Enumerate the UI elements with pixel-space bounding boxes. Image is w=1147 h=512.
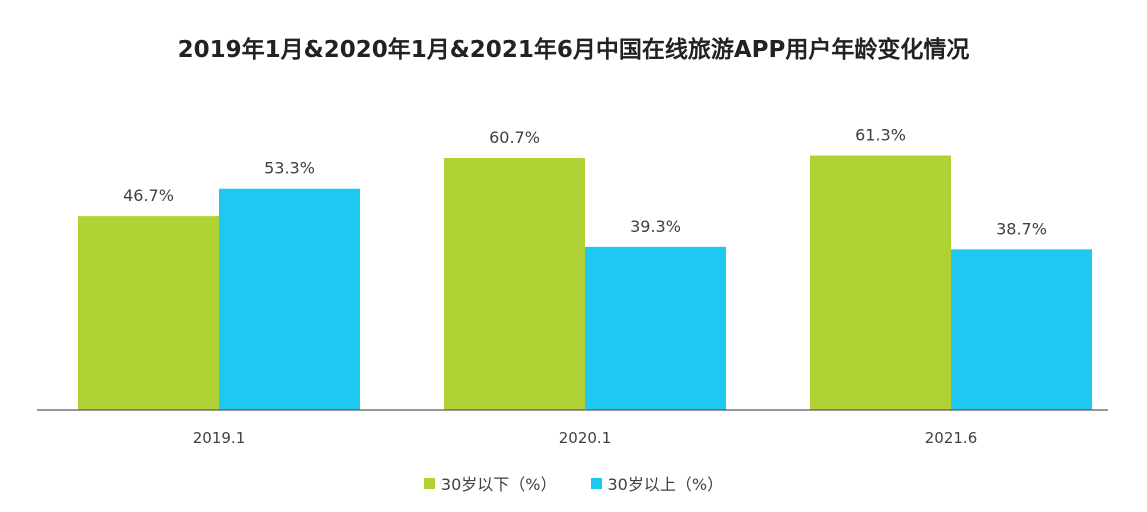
- legend: 30岁以下（%） 30岁以上（%）: [0, 471, 1147, 495]
- x-tick-labels: 2019.1 2020.1 2021.6: [193, 429, 978, 447]
- bar-2020.1-series-1: [585, 246, 726, 410]
- chart-title: 2019年1月&2020年1月&2021年6月中国在线旅游APP用户年龄变化情况: [177, 37, 970, 63]
- data-label-2019.1-series-1: 53.3%: [264, 159, 315, 178]
- legend-item-under-30: 30岁以下（%）: [423, 471, 557, 495]
- bar-2021.6-series-1: [951, 249, 1092, 410]
- data-label-2021.6-series-0: 61.3%: [855, 126, 906, 145]
- bar-2019.1-series-0: [78, 216, 219, 410]
- data-label-2019.1-series-0: 46.7%: [123, 186, 174, 205]
- data-label-2020.1-series-1: 39.3%: [630, 217, 681, 236]
- bar-2020.1-series-0: [444, 158, 585, 410]
- x-tick-label-2020.1: 2020.1: [559, 429, 612, 447]
- data-label-2020.1-series-0: 60.7%: [489, 128, 540, 147]
- legend-swatch-over-30: [590, 477, 602, 489]
- legend-label-under-30: 30岁以下（%）: [440, 475, 557, 494]
- bars-layer: [78, 155, 1092, 410]
- data-label-2021.6-series-1: 38.7%: [996, 219, 1047, 238]
- x-tick-label-2021.6: 2021.6: [925, 429, 978, 447]
- bar-2019.1-series-1: [219, 188, 360, 410]
- bar-2021.6-series-0: [810, 155, 951, 410]
- legend-item-over-30: 30岁以上（%）: [590, 471, 724, 495]
- legend-swatch-under-30: [423, 477, 435, 489]
- legend-label-over-30: 30岁以上（%）: [607, 475, 724, 494]
- value-labels-layer: 46.7% 53.3% 60.7% 39.3% 61.3% 38.7%: [123, 126, 1047, 239]
- x-tick-label-2019.1: 2019.1: [193, 429, 246, 447]
